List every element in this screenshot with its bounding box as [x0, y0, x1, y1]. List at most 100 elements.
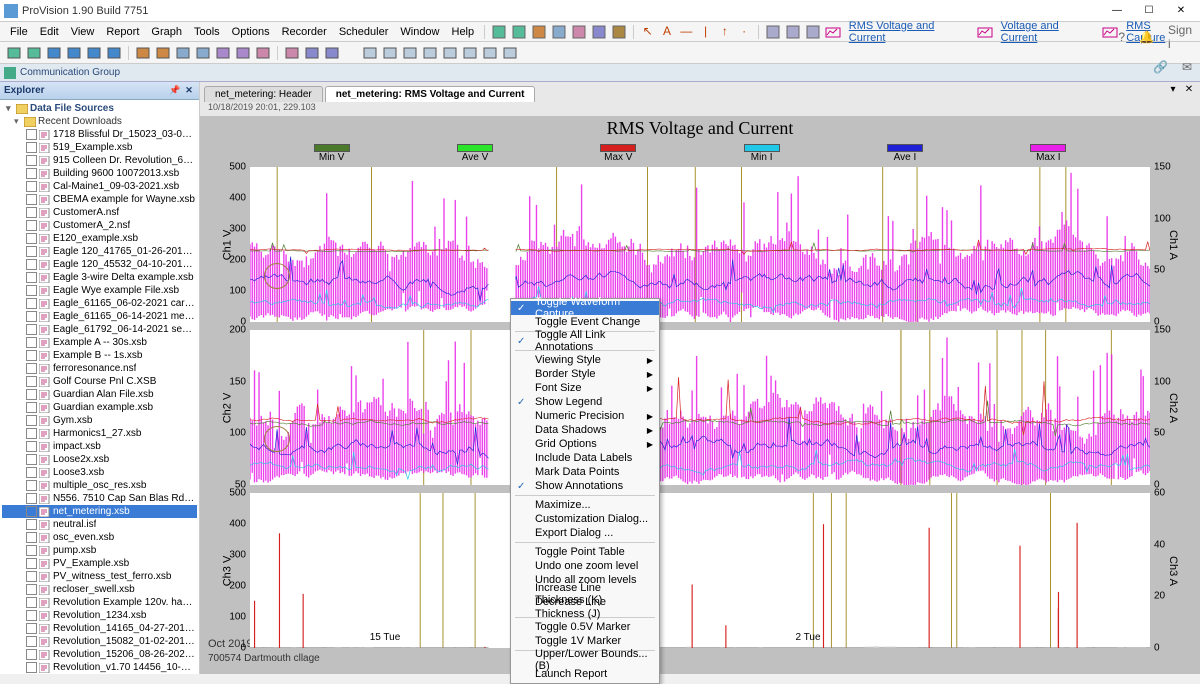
annotation-circle-0[interactable]: [264, 263, 290, 289]
tool-icon-2[interactable]: —: [679, 24, 694, 40]
tree-file-37[interactable]: Revolution_1234.xsb: [2, 609, 197, 622]
toolbar2-icon-c1[interactable]: [382, 45, 398, 61]
explorer-pin-button[interactable]: 📌: [169, 85, 181, 97]
tool-icon-3[interactable]: |: [698, 24, 713, 40]
toolbar2-icon-c4[interactable]: [442, 45, 458, 61]
tree-recent[interactable]: ▾Recent Downloads: [2, 115, 197, 128]
tree-file-32[interactable]: pump.xsb: [2, 544, 197, 557]
chart-channel-1[interactable]: Ch1 VCh1 A5004003002001000150100500: [250, 167, 1150, 322]
tree-file-21[interactable]: Guardian example.xsb: [2, 401, 197, 414]
tree-file-5[interactable]: CBEMA example for Wayne.xsb: [2, 193, 197, 206]
annotation-circle-1[interactable]: [264, 426, 290, 452]
toolbar2-icon-8[interactable]: [175, 45, 191, 61]
toolbar-icon-b0[interactable]: [765, 24, 781, 40]
menu-options[interactable]: Options: [226, 24, 276, 40]
toolbar2-icon-2[interactable]: [46, 45, 62, 61]
context-decrease-line-thickness-j-[interactable]: Decrease Line Thickness (J): [511, 601, 659, 615]
bell-icon[interactable]: 🔔: [1139, 30, 1154, 44]
context-upper-lower-bounds-b-[interactable]: Upper/Lower Bounds... (B): [511, 653, 659, 667]
tool-icon-4[interactable]: ↑: [717, 24, 732, 40]
context-launch-report[interactable]: Launch Report: [511, 667, 659, 681]
toolbar-icon-1[interactable]: [511, 24, 527, 40]
tab-0[interactable]: net_metering: Header: [204, 86, 323, 102]
tree-file-19[interactable]: Golf Course Pnl C.XSB: [2, 375, 197, 388]
toolbar2-icon-14[interactable]: [304, 45, 320, 61]
tree-file-16[interactable]: Example A -- 30s.xsb: [2, 336, 197, 349]
toolbar2-icon-c3[interactable]: [422, 45, 438, 61]
context-toggle-point-table[interactable]: Toggle Point Table: [511, 545, 659, 559]
tab-1[interactable]: net_metering: RMS Voltage and Current: [325, 86, 536, 102]
context-include-data-labels[interactable]: Include Data Labels: [511, 451, 659, 465]
tab-dropdown-button[interactable]: ▾: [1166, 84, 1180, 98]
context-toggle-all-link-annotations[interactable]: ✓Toggle All Link Annotations: [511, 334, 659, 348]
tree-file-14[interactable]: Eagle_61165_06-14-2021 meter s: [2, 310, 197, 323]
tree-file-13[interactable]: Eagle_61165_06-02-2021 car lot.: [2, 297, 197, 310]
context-show-annotations[interactable]: ✓Show Annotations: [511, 479, 659, 493]
context-maximize-[interactable]: Maximize...: [511, 498, 659, 512]
tree-file-4[interactable]: Cal-Maine1_09-03-2021.xsb: [2, 180, 197, 193]
tree-file-8[interactable]: E120_example.xsb: [2, 232, 197, 245]
toolbar2-icon-1[interactable]: [26, 45, 42, 61]
tree-file-38[interactable]: Revolution_14165_04-27-2014 m: [2, 622, 197, 635]
tree-file-30[interactable]: neutral.isf: [2, 518, 197, 531]
toolbar2-icon-5[interactable]: [106, 45, 122, 61]
tree-file-25[interactable]: Loose2x.xsb: [2, 453, 197, 466]
toolbar2-icon-15[interactable]: [324, 45, 340, 61]
legend-ave-v[interactable]: Ave V: [457, 144, 493, 163]
close-button[interactable]: ✕: [1166, 2, 1196, 20]
context-undo-one-zoom-level[interactable]: Undo one zoom level: [511, 559, 659, 573]
toolbar2-icon-c6[interactable]: [482, 45, 498, 61]
toolbar2-icon-6[interactable]: [135, 45, 151, 61]
toolbar2-icon-0[interactable]: [6, 45, 22, 61]
chart-link-0[interactable]: RMS Voltage and Current: [843, 20, 975, 44]
tree-file-12[interactable]: Eagle Wye example File.xsb: [2, 284, 197, 297]
context-viewing-style[interactable]: Viewing Style▶: [511, 353, 659, 367]
toolbar2-icon-13[interactable]: [284, 45, 300, 61]
toolbar2-icon-7[interactable]: [155, 45, 171, 61]
menu-file[interactable]: File: [4, 24, 34, 40]
context-toggle-event-change[interactable]: Toggle Event Change: [511, 315, 659, 329]
explorer-close-button[interactable]: ✕: [183, 85, 195, 97]
tree-file-35[interactable]: recloser_swell.xsb: [2, 583, 197, 596]
link-icon[interactable]: 🔗: [1153, 60, 1168, 74]
signin-link[interactable]: Sign i: [1168, 23, 1192, 51]
tree-file-18[interactable]: ferroresonance.nsf: [2, 362, 197, 375]
tool-icon-0[interactable]: ↖: [640, 24, 655, 40]
help-icon[interactable]: ?: [1118, 30, 1125, 44]
menu-edit[interactable]: Edit: [34, 24, 65, 40]
toolbar2-icon-c7[interactable]: [502, 45, 518, 61]
communication-group-bar[interactable]: Communication Group: [0, 64, 1200, 82]
mail-icon[interactable]: ✉: [1182, 60, 1192, 74]
toolbar-icon-0[interactable]: [491, 24, 507, 40]
tool-icon-1[interactable]: A: [659, 24, 674, 40]
chart-link-1[interactable]: Voltage and Current: [995, 20, 1101, 44]
context-numeric-precision[interactable]: Numeric Precision▶: [511, 409, 659, 423]
tree-file-11[interactable]: Eagle 3-wire Delta example.xsb: [2, 271, 197, 284]
tree-root[interactable]: ▾Data File Sources: [2, 102, 197, 115]
toolbar2-icon-9[interactable]: [195, 45, 211, 61]
menu-help[interactable]: Help: [446, 24, 481, 40]
context-mark-data-points[interactable]: Mark Data Points: [511, 465, 659, 479]
chart-channel-3[interactable]: Ch3 VCh3 A50040030020010006040200: [250, 493, 1150, 648]
legend-min-v[interactable]: Min V: [314, 144, 350, 163]
toolbar2-icon-3[interactable]: [66, 45, 82, 61]
tree-file-20[interactable]: Guardian Alan File.xsb: [2, 388, 197, 401]
legend-min-i[interactable]: Min I: [744, 144, 780, 163]
tree-file-24[interactable]: impact.xsb: [2, 440, 197, 453]
menu-scheduler[interactable]: Scheduler: [333, 24, 395, 40]
context-toggle-waveform-capture[interactable]: ✓Toggle Waveform Capture: [511, 301, 659, 315]
toolbar2-icon-12[interactable]: [255, 45, 271, 61]
tree-file-28[interactable]: N556. 7510 Cap San Blas Rd.xsb: [2, 492, 197, 505]
tree-file-10[interactable]: Eagle 120_45532_04-10-2019.xs: [2, 258, 197, 271]
toolbar-icon-b2[interactable]: [805, 24, 821, 40]
tree-file-3[interactable]: Building 9600 10072013.xsb: [2, 167, 197, 180]
context-border-style[interactable]: Border Style▶: [511, 367, 659, 381]
toolbar-icon-6[interactable]: [611, 24, 627, 40]
tree-file-27[interactable]: multiple_osc_res.xsb: [2, 479, 197, 492]
toolbar-icon-3[interactable]: [551, 24, 567, 40]
tree-file-39[interactable]: Revolution_15082_01-02-2019.xs: [2, 635, 197, 648]
toolbar-icon-4[interactable]: [571, 24, 587, 40]
legend-max-v[interactable]: Max V: [600, 144, 636, 163]
context-export-dialog-[interactable]: Export Dialog ...: [511, 526, 659, 540]
tree-file-15[interactable]: Eagle_61792_06-14-2021 service: [2, 323, 197, 336]
